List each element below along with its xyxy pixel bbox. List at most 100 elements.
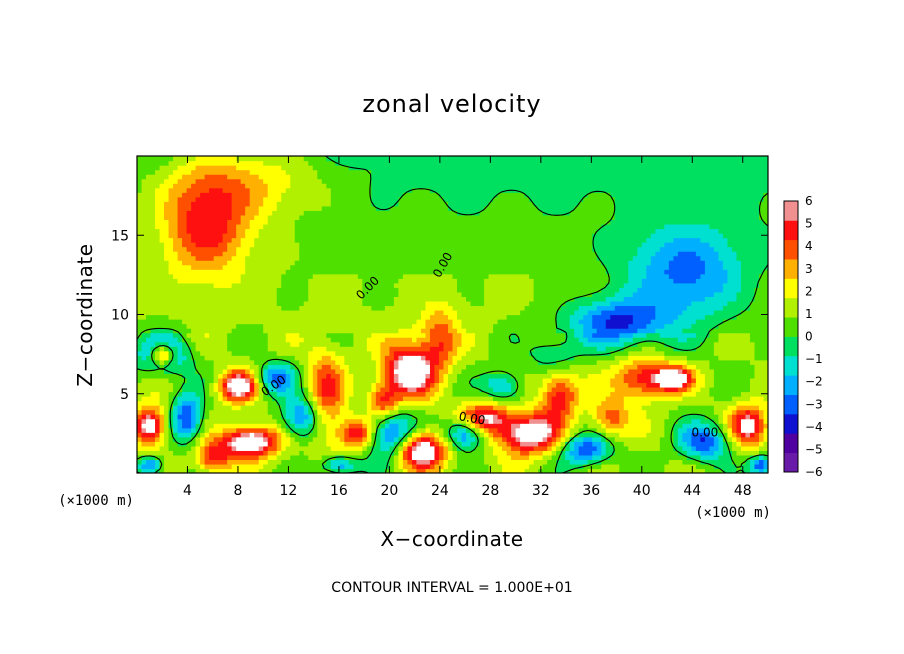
- field-cell: [542, 396, 548, 402]
- field-cell: [308, 377, 314, 384]
- field-cell: [587, 423, 593, 429]
- field-cell: [236, 463, 242, 470]
- field-cell: [614, 405, 620, 411]
- field-cell: [443, 418, 449, 424]
- field-cell: [312, 364, 318, 370]
- field-cell: [700, 314, 706, 320]
- field-cell: [429, 436, 436, 442]
- field-cell: [245, 432, 251, 438]
- field-cell: [677, 409, 683, 415]
- field-cell: [218, 445, 224, 451]
- field-cell: [285, 436, 291, 442]
- field-cell: [204, 432, 210, 438]
- field-cell: [213, 323, 219, 329]
- field-cell: [614, 400, 620, 406]
- field-cell: [195, 414, 201, 420]
- field-cell: [655, 314, 661, 320]
- field-cell: [137, 459, 143, 465]
- field-cell: [195, 350, 201, 356]
- field-cell: [592, 341, 598, 347]
- field-cell: [722, 454, 729, 461]
- field-cell: [164, 427, 170, 433]
- field-cell: [195, 355, 201, 361]
- field-cell: [362, 468, 368, 473]
- field-cell: [664, 364, 670, 370]
- field-cell: [420, 382, 427, 388]
- field-cell: [213, 382, 219, 388]
- field-cell: [218, 414, 224, 420]
- field-cell: [614, 337, 620, 343]
- field-cell: [650, 463, 656, 470]
- field-cell: [177, 432, 183, 438]
- field-cell: [231, 368, 237, 374]
- field-cell: [668, 373, 674, 379]
- field-cell: [209, 377, 215, 384]
- field-cell: [204, 328, 210, 334]
- field-cell: [416, 355, 422, 361]
- field-cell: [466, 454, 472, 461]
- field-cell: [479, 373, 485, 379]
- field-cell: [619, 400, 625, 406]
- field-cell: [195, 346, 201, 352]
- field-cell: [353, 309, 359, 316]
- field-cell: [709, 323, 715, 329]
- field-cell: [592, 323, 598, 329]
- field-cell: [682, 445, 688, 451]
- field-cell: [348, 355, 354, 361]
- field-cell: [204, 436, 210, 442]
- field-cell: [339, 337, 345, 343]
- field-cell: [380, 386, 386, 393]
- field-cell: [384, 445, 390, 451]
- field-cell: [727, 386, 733, 393]
- field-cell: [520, 450, 526, 456]
- field-cell: [452, 409, 458, 415]
- field-cell: [272, 400, 278, 406]
- field-cell: [533, 423, 539, 429]
- field-cell: [511, 373, 517, 379]
- field-cell: [709, 391, 715, 397]
- field-cell: [407, 445, 413, 451]
- field-cell: [240, 328, 246, 334]
- field-cell: [299, 423, 305, 429]
- field-cell: [722, 432, 729, 438]
- field-cell: [515, 463, 521, 470]
- field-cell: [200, 337, 206, 343]
- field-cell: [628, 441, 634, 447]
- field-cell: [204, 427, 210, 433]
- field-cell: [461, 418, 467, 424]
- field-cell: [357, 355, 363, 361]
- field-cell: [249, 459, 255, 465]
- field-cell: [610, 405, 616, 411]
- field-cell: [339, 441, 345, 447]
- field-cell: [177, 414, 183, 420]
- field-cell: [605, 359, 611, 365]
- field-cell: [461, 459, 467, 465]
- field-cell: [213, 337, 219, 343]
- field-cell: [191, 309, 197, 316]
- field-cell: [177, 382, 183, 388]
- field-cell: [204, 396, 210, 402]
- field-cell: [596, 359, 602, 365]
- field-cell: [722, 445, 729, 451]
- field-cell: [294, 454, 300, 461]
- field-cell: [461, 314, 467, 320]
- field-cell: [357, 364, 363, 370]
- field-cell: [411, 441, 418, 447]
- field-cell: [384, 405, 390, 411]
- field-cell: [330, 346, 336, 352]
- field-cell: [267, 459, 273, 465]
- field-cell: [285, 377, 291, 384]
- field-cell: [209, 309, 215, 316]
- field-cell: [493, 405, 499, 411]
- field-cell: [420, 332, 427, 338]
- field-cell: [637, 436, 643, 442]
- field-cell: [520, 445, 526, 451]
- field-cell: [475, 445, 481, 451]
- field-cell: [677, 427, 683, 433]
- field-cell: [758, 427, 765, 433]
- field-cell: [722, 382, 729, 388]
- field-cell: [484, 441, 490, 447]
- field-cell: [547, 364, 553, 370]
- field-cell: [164, 355, 170, 361]
- field-cell: [655, 364, 661, 370]
